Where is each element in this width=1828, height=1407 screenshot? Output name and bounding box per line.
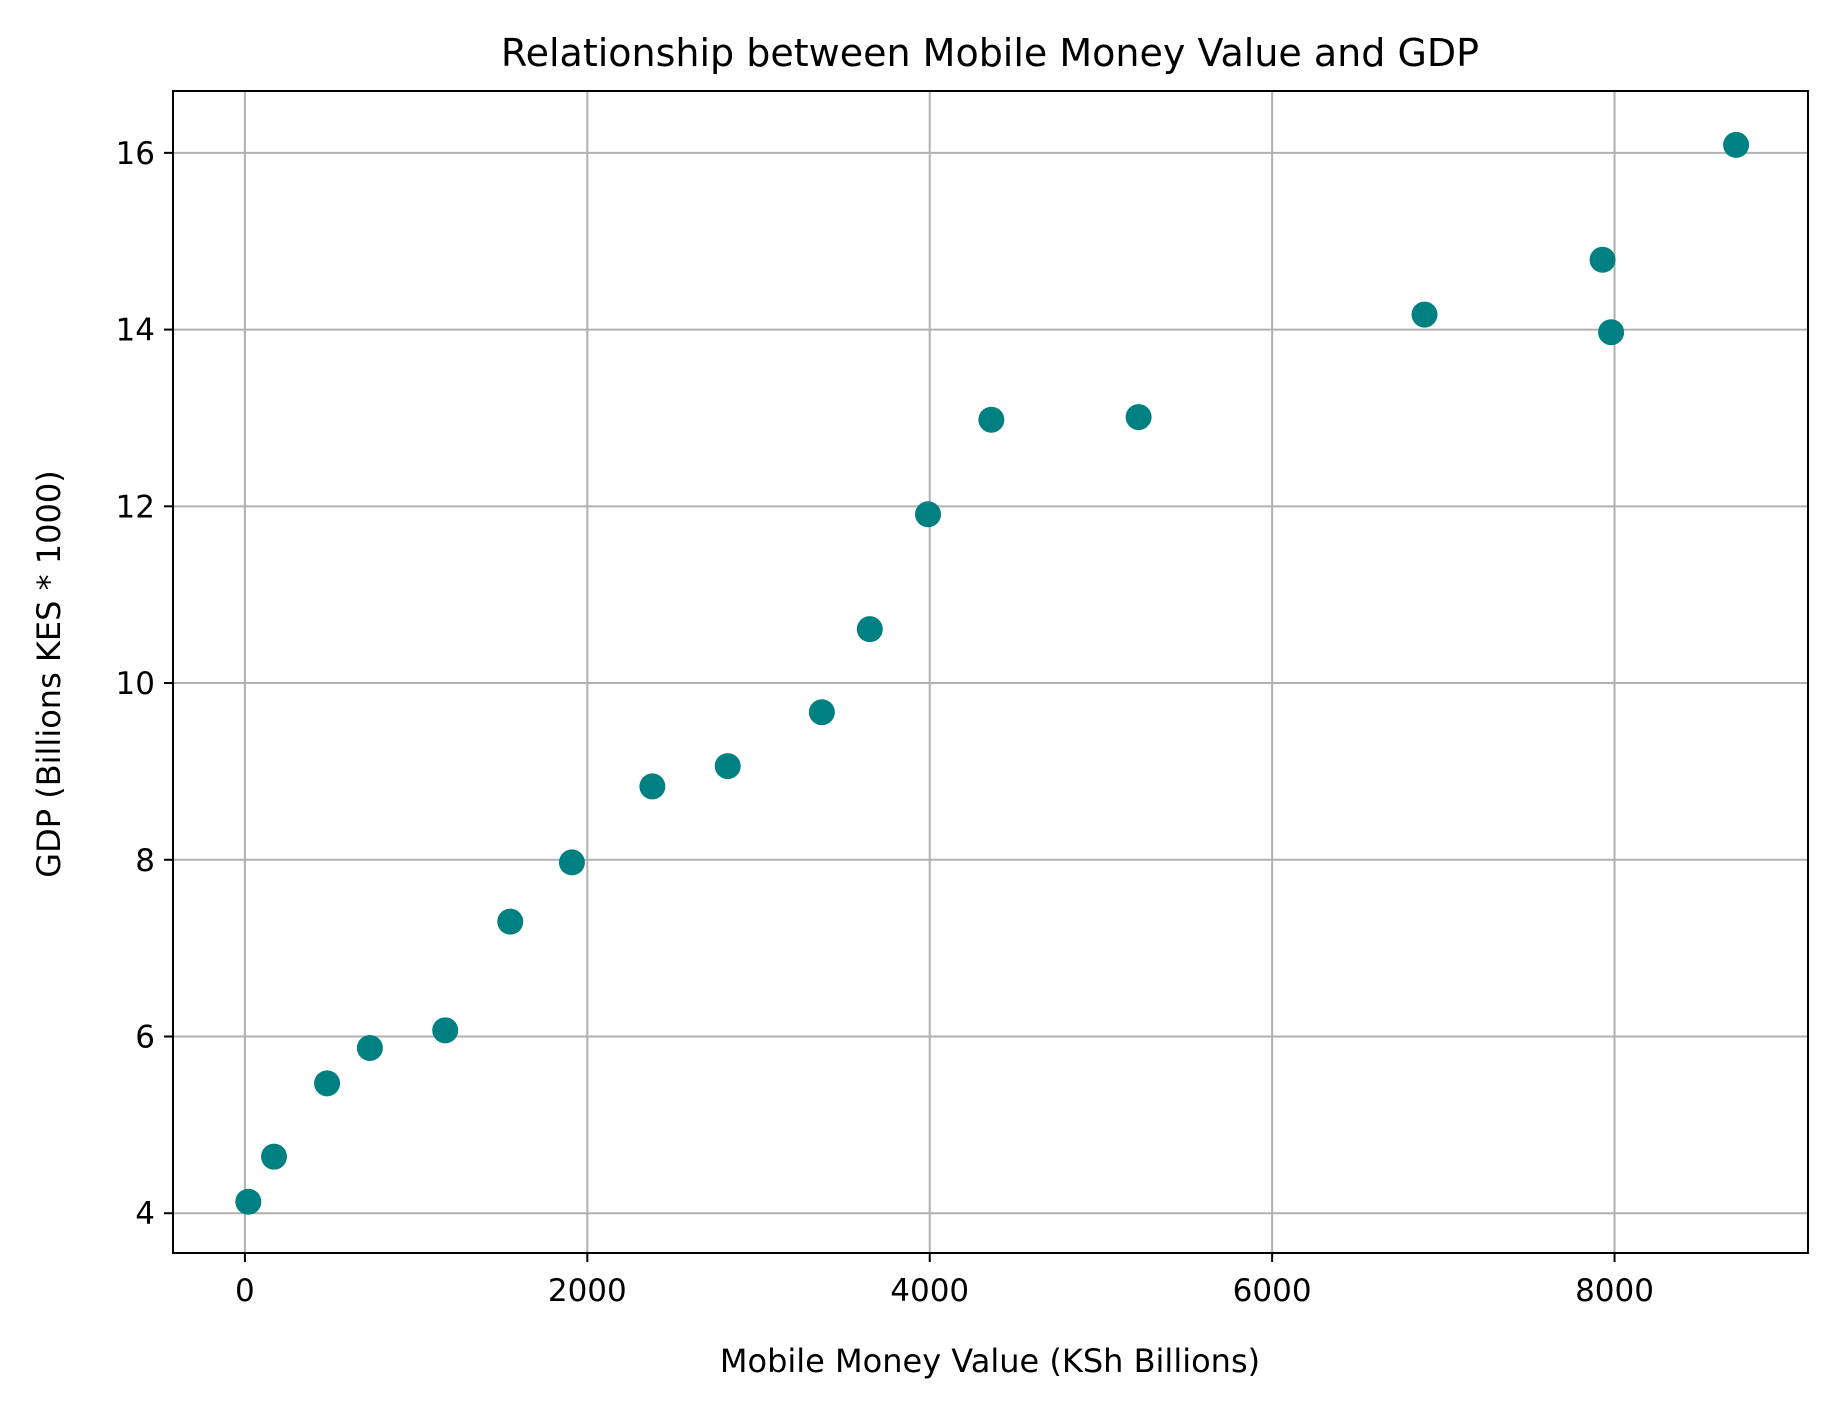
plot-frame xyxy=(172,90,1809,1254)
x-tick-label: 2000 xyxy=(548,1273,627,1309)
x-tick-label: 0 xyxy=(235,1273,255,1309)
scatter-point xyxy=(856,616,883,643)
scatter-point xyxy=(261,1143,288,1170)
scatter-point xyxy=(915,501,942,528)
scatter-point xyxy=(356,1034,383,1061)
scatter-point xyxy=(1723,131,1750,158)
data-points xyxy=(235,131,1750,1215)
y-tick-label: 12 xyxy=(116,489,155,525)
x-axis-ticks: 0 2000 4000 6000 8000 xyxy=(235,1253,1654,1309)
y-axis-ticks: 4 6 8 10 12 14 16 xyxy=(116,136,173,1232)
scatter-point xyxy=(808,699,835,726)
scatter-point xyxy=(432,1017,459,1044)
y-tick-label: 4 xyxy=(135,1196,155,1232)
scatter-point xyxy=(1589,246,1616,273)
x-axis-label: Mobile Money Value (KSh Billions) xyxy=(720,1342,1260,1380)
scatter-point xyxy=(558,849,585,876)
scatter-point xyxy=(639,773,666,800)
chart-title: Relationship between Mobile Money Value … xyxy=(501,31,1479,75)
x-tick-label: 6000 xyxy=(1233,1273,1312,1309)
scatter-point xyxy=(235,1188,262,1215)
scatter-point xyxy=(1125,404,1152,431)
scatter-point xyxy=(714,753,741,780)
x-tick-label: 8000 xyxy=(1575,1273,1654,1309)
x-tick-label: 4000 xyxy=(890,1273,969,1309)
scatter-point xyxy=(497,908,524,935)
scatter-point xyxy=(314,1070,341,1097)
scatter-point xyxy=(1411,301,1438,328)
y-tick-label: 10 xyxy=(116,666,155,702)
scatter-point xyxy=(978,406,1005,433)
y-axis-label: GDP (Billions KES * 1000) xyxy=(30,470,68,877)
y-tick-label: 6 xyxy=(135,1020,155,1056)
scatter-point xyxy=(1598,319,1625,346)
y-tick-label: 8 xyxy=(135,843,155,879)
y-tick-label: 14 xyxy=(116,313,155,349)
y-tick-label: 16 xyxy=(116,136,155,172)
